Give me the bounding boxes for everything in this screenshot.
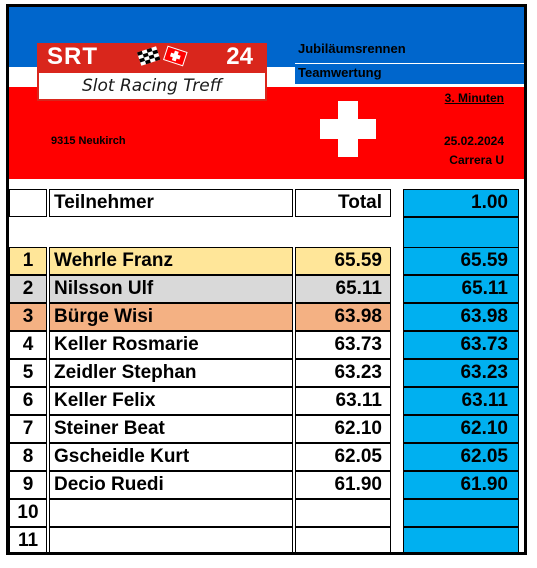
logo-subtitle: Slot Racing Treff bbox=[81, 76, 223, 96]
name-cell bbox=[49, 527, 293, 552]
race-mode: 3. Minuten bbox=[444, 91, 504, 105]
header-rank-cell bbox=[9, 189, 47, 217]
subtitle-band bbox=[295, 63, 524, 84]
logo-srt-text: SRT bbox=[47, 43, 98, 70]
header-participant: Teilnehmer bbox=[49, 189, 293, 217]
location: 9315 Neukirch bbox=[51, 135, 126, 147]
total-cell: 62.05 bbox=[295, 443, 391, 471]
rank-cell: 10 bbox=[9, 499, 47, 527]
table-header-row: Teilnehmer Total 1.00 bbox=[9, 187, 524, 217]
score-cell bbox=[403, 527, 519, 552]
name-cell: Wehrle Franz bbox=[49, 247, 293, 275]
table-row: 4 Keller Rosmarie 63.73 63.73 bbox=[9, 331, 524, 359]
header-gap bbox=[9, 179, 524, 187]
track-type: Carrera U bbox=[449, 153, 504, 167]
total-cell: 63.73 bbox=[295, 331, 391, 359]
total-cell: 65.59 bbox=[295, 247, 391, 275]
score-cell: 65.59 bbox=[403, 247, 519, 275]
name-cell: Nilsson Ulf bbox=[49, 275, 293, 303]
total-cell: 65.11 bbox=[295, 275, 391, 303]
score-cell: 65.11 bbox=[403, 275, 519, 303]
rank-cell: 7 bbox=[9, 415, 47, 443]
name-cell: Keller Felix bbox=[49, 387, 293, 415]
table-row: 3 Bürge Wisi 63.98 63.98 bbox=[9, 303, 524, 331]
name-cell bbox=[49, 499, 293, 527]
score-cell: 63.73 bbox=[403, 331, 519, 359]
rank-cell: 5 bbox=[9, 359, 47, 387]
table-row: 8 Gscheidle Kurt 62.05 62.05 bbox=[9, 443, 524, 471]
name-cell: Keller Rosmarie bbox=[49, 331, 293, 359]
event-subtitle: Teamwertung bbox=[298, 65, 382, 80]
header-total: Total bbox=[295, 189, 391, 217]
rank-cell: 9 bbox=[9, 471, 47, 499]
total-cell: 62.10 bbox=[295, 415, 391, 443]
score-cell: 63.23 bbox=[403, 359, 519, 387]
rank-cell: 4 bbox=[9, 331, 47, 359]
rank-cell: 1 bbox=[9, 247, 47, 275]
spacer-score-cell bbox=[403, 217, 519, 247]
table-row: 5 Zeidler Stephan 63.23 63.23 bbox=[9, 359, 524, 387]
logo-number-text: 24 bbox=[226, 43, 253, 70]
name-cell: Steiner Beat bbox=[49, 415, 293, 443]
logo-bottom-bar: Slot Racing Treff bbox=[37, 71, 267, 101]
rank-cell: 11 bbox=[9, 527, 47, 552]
rank-cell: 6 bbox=[9, 387, 47, 415]
header-factor: 1.00 bbox=[403, 189, 519, 217]
name-cell: Bürge Wisi bbox=[49, 303, 293, 331]
total-cell bbox=[295, 527, 391, 552]
name-cell: Zeidler Stephan bbox=[49, 359, 293, 387]
race-date: 25.02.2024 bbox=[443, 134, 504, 148]
name-cell: Decio Ruedi bbox=[49, 471, 293, 499]
srt24-logo: SRT 24 Slot Racing Treff bbox=[37, 43, 267, 103]
table-row: 9 Decio Ruedi 61.90 61.90 bbox=[9, 471, 524, 499]
total-cell: 63.11 bbox=[295, 387, 391, 415]
total-cell: 61.90 bbox=[295, 471, 391, 499]
event-title: Jubiläumsrennen bbox=[298, 41, 406, 56]
table-row: 11 bbox=[9, 527, 524, 552]
header-red-band bbox=[9, 87, 524, 179]
score-cell: 63.11 bbox=[403, 387, 519, 415]
name-cell: Gscheidle Kurt bbox=[49, 443, 293, 471]
score-cell: 63.98 bbox=[403, 303, 519, 331]
score-cell bbox=[403, 499, 519, 527]
total-cell: 63.23 bbox=[295, 359, 391, 387]
logo-top-bar: SRT 24 bbox=[37, 43, 267, 71]
score-cell: 61.90 bbox=[403, 471, 519, 499]
rank-cell: 2 bbox=[9, 275, 47, 303]
score-cell: 62.10 bbox=[403, 415, 519, 443]
table-row: 10 bbox=[9, 499, 524, 527]
total-cell: 63.98 bbox=[295, 303, 391, 331]
total-cell bbox=[295, 499, 391, 527]
table-row: 7 Steiner Beat 62.10 62.10 bbox=[9, 415, 524, 443]
table-row: 6 Keller Felix 63.11 63.11 bbox=[9, 387, 524, 415]
table-spacer-row bbox=[9, 217, 524, 247]
swiss-cross-icon bbox=[316, 97, 380, 161]
table-row: 1 Wehrle Franz 65.59 65.59 bbox=[9, 247, 524, 275]
results-sheet: SRT 24 Slot Racing Treff J bbox=[6, 4, 527, 555]
table-row: 2 Nilsson Ulf 65.11 65.11 bbox=[9, 275, 524, 303]
rank-cell: 3 bbox=[9, 303, 47, 331]
crossed-flags-icon bbox=[137, 45, 188, 67]
score-cell: 62.05 bbox=[403, 443, 519, 471]
rank-cell: 8 bbox=[9, 443, 47, 471]
